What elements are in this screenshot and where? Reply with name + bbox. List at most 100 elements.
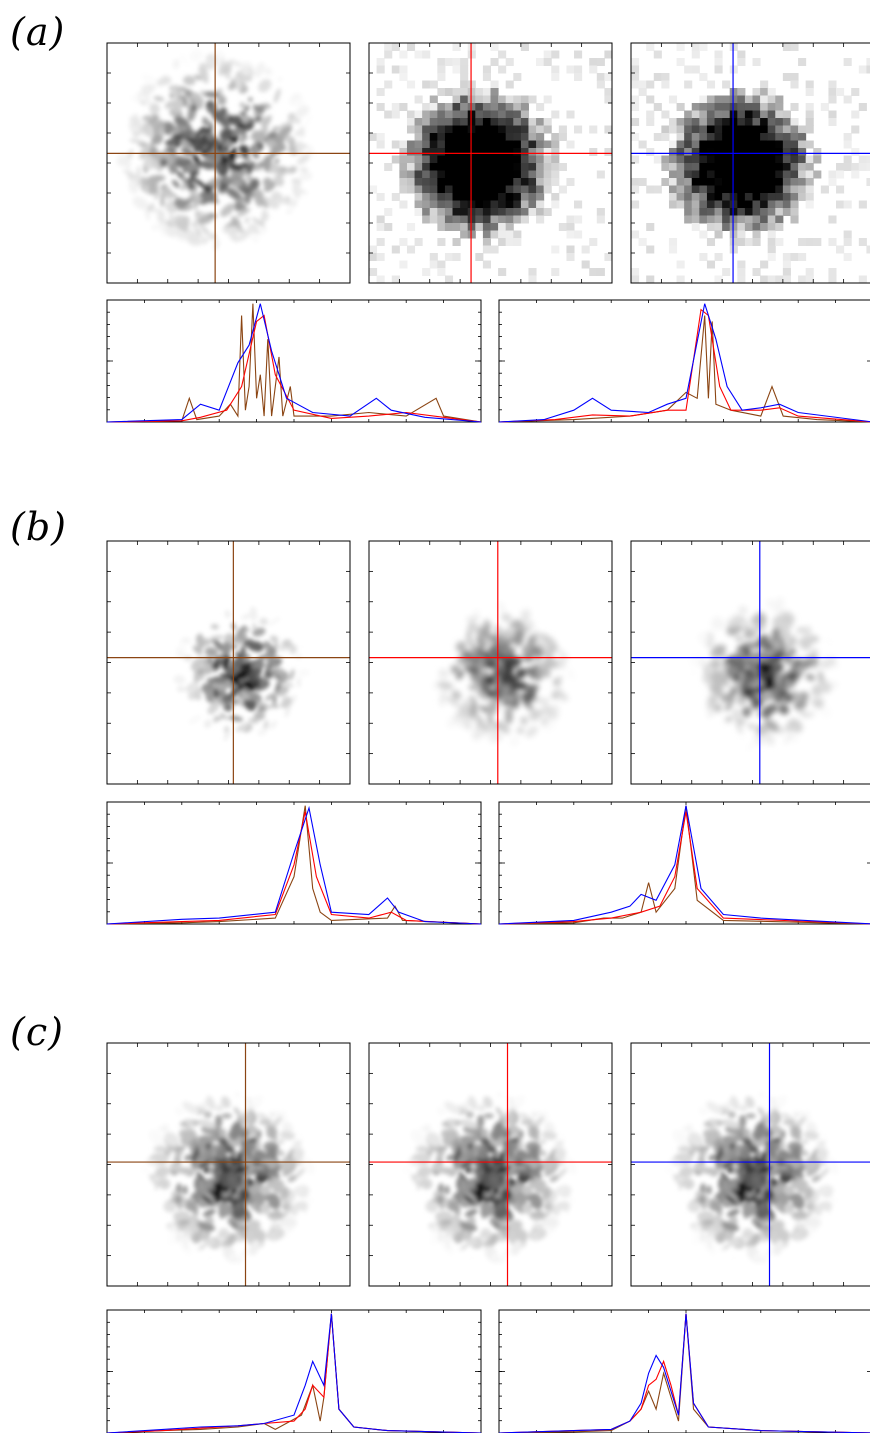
image-blob xyxy=(488,1171,501,1180)
image-pixel xyxy=(460,95,469,104)
image-pixel xyxy=(843,95,852,104)
image-blob xyxy=(136,179,141,187)
image-pixel xyxy=(631,58,640,66)
image-pixel xyxy=(744,170,753,179)
image-blob xyxy=(220,1138,235,1154)
image-pixel xyxy=(490,103,499,111)
image-pixel xyxy=(737,170,746,179)
image-pixel xyxy=(475,163,484,171)
image-pixel xyxy=(429,185,438,194)
image-blob xyxy=(721,693,732,704)
image-blob xyxy=(150,157,162,173)
image-blob xyxy=(226,1233,237,1245)
image-pixel xyxy=(536,163,545,171)
image-pixel xyxy=(828,268,837,276)
image-blob xyxy=(160,196,165,207)
image-blob xyxy=(145,209,150,221)
image-pixel xyxy=(429,148,438,156)
image-blob xyxy=(125,171,137,177)
image-pixel xyxy=(729,95,738,104)
image-blob xyxy=(273,704,279,709)
image-blob xyxy=(763,671,769,679)
image-blob xyxy=(507,661,519,668)
image-pixel xyxy=(767,155,776,164)
image-pixel xyxy=(505,118,514,126)
image-blob xyxy=(207,701,220,715)
image-blob xyxy=(158,235,168,244)
image-blob xyxy=(309,1206,318,1216)
image-pixel xyxy=(452,200,461,209)
image-blob xyxy=(215,162,224,174)
image-pixel xyxy=(646,245,655,254)
image-content xyxy=(631,43,870,283)
image-pixel xyxy=(558,185,567,194)
image-blob xyxy=(158,1236,170,1249)
image-blob xyxy=(539,1240,546,1247)
image-blob xyxy=(287,1175,297,1183)
image-blob xyxy=(497,658,503,668)
image-blob xyxy=(513,1193,528,1205)
image-blobs xyxy=(173,601,311,746)
image-pixel xyxy=(490,140,499,149)
profile-line-blue xyxy=(106,1313,482,1433)
image-pixel xyxy=(437,238,446,246)
image-blob xyxy=(279,1131,296,1140)
image-pixel xyxy=(805,185,814,194)
image-blob xyxy=(163,1201,177,1213)
image-pixel xyxy=(790,178,799,186)
image-pixel xyxy=(706,208,716,216)
image-blob xyxy=(196,1108,205,1115)
image-blob xyxy=(569,684,577,697)
image-pixel xyxy=(581,245,590,254)
image-pixel xyxy=(752,163,761,171)
image-blob xyxy=(502,629,515,640)
image-pixel xyxy=(744,103,753,111)
image-pixel xyxy=(668,148,678,156)
image-pixel xyxy=(668,163,678,171)
image-pixel xyxy=(513,110,522,119)
image-pixel xyxy=(505,95,514,104)
image-blob xyxy=(724,1230,732,1242)
image-blob xyxy=(234,697,241,705)
image-pixel xyxy=(498,155,507,164)
image-pixel xyxy=(475,148,484,156)
image-pixel xyxy=(475,125,484,134)
image-blob xyxy=(190,221,200,227)
image-blob xyxy=(506,705,516,713)
image-blob xyxy=(184,1118,195,1128)
image-blob xyxy=(234,200,242,212)
image-blob xyxy=(237,230,251,242)
image-blob xyxy=(217,1087,229,1094)
image-pixel xyxy=(429,118,438,126)
image-blob xyxy=(413,1176,424,1182)
image-blob xyxy=(521,692,532,703)
image-pixel xyxy=(505,125,514,134)
image-pixel xyxy=(699,215,708,224)
image-pixel xyxy=(691,178,700,186)
image-blob xyxy=(555,1186,566,1195)
image-blob xyxy=(238,144,250,156)
image-pixel xyxy=(391,103,400,111)
image-blob xyxy=(213,641,223,652)
image-pixel xyxy=(706,80,716,89)
image-pixel xyxy=(653,155,662,164)
image-blob xyxy=(279,1158,293,1171)
image-pixel xyxy=(737,140,746,149)
image-blob xyxy=(544,716,555,721)
image-pixel xyxy=(498,148,507,156)
image-blob xyxy=(726,1209,740,1217)
image-blob xyxy=(161,1124,168,1131)
image-pixel xyxy=(399,140,408,149)
image-pixel xyxy=(752,133,761,141)
image-pixel xyxy=(467,80,476,89)
image-blob xyxy=(659,1154,670,1172)
image-pixel xyxy=(566,253,575,261)
image-blob xyxy=(682,1115,700,1123)
image-pixel xyxy=(467,208,476,216)
image-pixel xyxy=(805,275,814,283)
image-blob xyxy=(252,1166,266,1170)
image-blob xyxy=(726,624,740,636)
image-pixel xyxy=(737,230,746,239)
image-blob xyxy=(761,705,773,719)
image-pixel xyxy=(475,95,484,104)
